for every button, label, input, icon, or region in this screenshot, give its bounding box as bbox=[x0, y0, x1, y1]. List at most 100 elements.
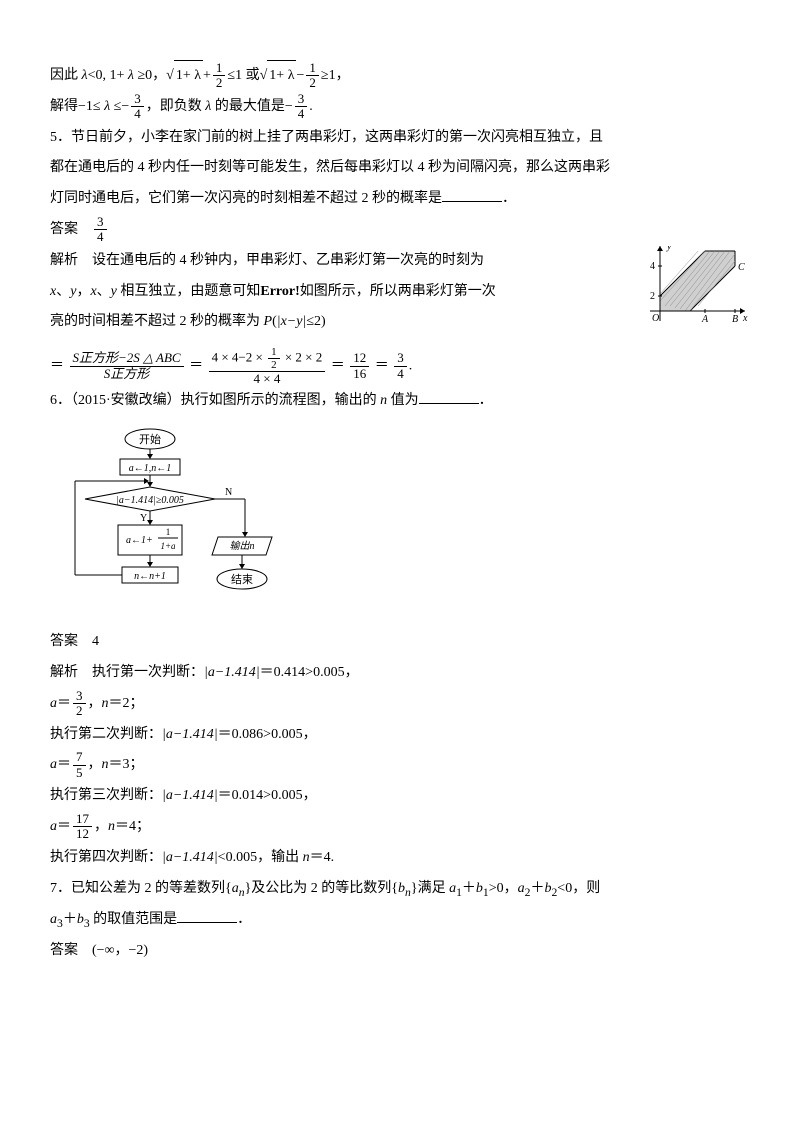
var-p: P bbox=[264, 314, 273, 329]
eq: ＝ bbox=[50, 358, 64, 373]
var-a: a bbox=[50, 819, 57, 834]
p4-line1: 因此 λ<0, 1+ λ ≥0，1+ λ+12≤1 或1+ λ−12≥1， bbox=[50, 60, 750, 92]
text: ＝4； bbox=[115, 819, 150, 834]
start-label: 开始 bbox=[139, 432, 161, 446]
p6-q: 6．（2015·安徽改编）执行如图所示的流程图，输出的 n 值为． bbox=[50, 386, 750, 417]
sqrt-sign bbox=[166, 68, 174, 83]
den: 2 bbox=[213, 76, 226, 90]
text: × 2 × 2 bbox=[282, 349, 323, 364]
sqrt-arg: 1+ λ bbox=[267, 60, 296, 92]
yes-label: Y bbox=[140, 513, 147, 524]
den: 2 bbox=[306, 76, 319, 90]
inc-label: n←n+1 bbox=[134, 571, 166, 582]
text: 的最大值是− bbox=[211, 99, 292, 114]
p6-exp2: 执行第二次判断：a−1.414＝0.086>0.005， bbox=[50, 720, 750, 751]
text: 执行第三次判断： bbox=[50, 788, 162, 803]
text: ． bbox=[502, 191, 516, 206]
den: 5 bbox=[73, 766, 86, 780]
var-b: b bbox=[476, 881, 483, 896]
p5-answer: 答案 34 bbox=[50, 215, 750, 246]
p5-q2: 都在通电后的 4 秒内任一时刻等可能发生，然后每串彩灯以 4 秒为间隔闪亮，那么… bbox=[50, 153, 750, 184]
y-arrow bbox=[657, 246, 663, 251]
text: ， bbox=[88, 757, 102, 772]
text: ， bbox=[88, 696, 102, 711]
text: . bbox=[409, 358, 413, 373]
text: − bbox=[296, 68, 304, 83]
text: ＝0.086>0.005， bbox=[218, 727, 317, 742]
frac-ans: 34 bbox=[94, 215, 107, 245]
text: 亮的时间相差不超过 2 秒的概率为 bbox=[50, 314, 264, 329]
text: 灯同时通电后，它们第一次闪亮的时刻相差不超过 2 秒的概率是 bbox=[50, 191, 442, 206]
text: ≤2) bbox=[306, 314, 325, 329]
abs: a−1.414 bbox=[204, 665, 260, 680]
p5-calc: ＝ S正方形−2S △ ABCS正方形 ＝ 4 × 4−2 × 12 × 2 ×… bbox=[50, 346, 750, 386]
text: 执行第二次判断： bbox=[50, 727, 162, 742]
p6-answer: 答案 4 bbox=[50, 627, 750, 658]
flowchart-svg: 开始 a←1,n←1 |a−1.414|≥0.005 Y N a←1+ 1 1+… bbox=[50, 427, 290, 617]
text: <0.005，输出 bbox=[218, 850, 303, 865]
num: 17 bbox=[73, 812, 92, 827]
frac-34: 34 bbox=[131, 92, 144, 122]
var-n: n bbox=[108, 819, 115, 834]
p7-q2: a3＋b3 的取值范围是． bbox=[50, 905, 750, 936]
text: ≥1， bbox=[321, 68, 350, 83]
eq: ＝ bbox=[331, 358, 345, 373]
text: 如图所示，所以两串彩灯第一次 bbox=[300, 284, 496, 299]
plus: ＋ bbox=[530, 881, 544, 896]
text: 4 × 4−2 × bbox=[212, 349, 267, 364]
plus: ＋ bbox=[462, 881, 476, 896]
var-n: n bbox=[102, 696, 109, 711]
num: 3 bbox=[73, 689, 86, 704]
text: ， bbox=[94, 819, 108, 834]
blank bbox=[419, 389, 479, 404]
text: ，即负数 bbox=[146, 99, 206, 114]
abs: a−1.414 bbox=[162, 727, 218, 742]
var-n: n bbox=[303, 850, 310, 865]
text: . bbox=[309, 99, 313, 114]
frac-area: S正方形−2S △ ABCS正方形 bbox=[70, 351, 184, 381]
den: 4 bbox=[295, 107, 308, 121]
eq: ＝ bbox=[57, 757, 71, 772]
eq: ＝ bbox=[375, 358, 389, 373]
p6-exp3: 执行第三次判断：a−1.414＝0.014>0.005， bbox=[50, 781, 750, 812]
abs-xy: x−y bbox=[277, 314, 307, 329]
p6-exp1: 解析 执行第一次判断：a−1.414＝0.414>0.005， bbox=[50, 658, 750, 689]
p5-q1: 5．节日前夕，小李在家门前的树上挂了两串彩灯，这两串彩灯的第一次闪亮相互独立，且 bbox=[50, 123, 750, 154]
no-label: N bbox=[225, 487, 232, 498]
den: S正方形 bbox=[70, 367, 184, 381]
geometry-graph: y x 4 2 O A B C bbox=[640, 246, 750, 346]
eq: ＝ bbox=[189, 358, 203, 373]
origin: O bbox=[652, 313, 659, 324]
frac-1216: 1216 bbox=[350, 351, 369, 381]
cond-label: |a−1.414|≥0.005 bbox=[116, 495, 184, 506]
text: 值为 bbox=[387, 393, 419, 408]
num: 3 bbox=[295, 92, 308, 107]
text: ， bbox=[76, 284, 90, 299]
den: 4 bbox=[394, 367, 407, 381]
text: }及公比为 2 的等比数列{ bbox=[245, 881, 398, 896]
p6-a75: a＝75，n＝3； bbox=[50, 750, 750, 781]
sqrt-sign bbox=[260, 68, 268, 83]
den: 2 bbox=[73, 704, 86, 718]
frac-compute: 4 × 4−2 × 12 × 2 × 2 4 × 4 bbox=[209, 346, 326, 386]
text: ≤− bbox=[110, 99, 129, 114]
tick-4y: 4 bbox=[650, 261, 655, 272]
text: }满足 bbox=[411, 881, 449, 896]
var-a: a bbox=[50, 757, 57, 772]
step-num: 1 bbox=[166, 527, 171, 537]
var-b: b bbox=[77, 912, 84, 927]
frac-34: 34 bbox=[295, 92, 308, 122]
frac-half: 12 bbox=[213, 61, 226, 91]
text: ＝2； bbox=[109, 696, 144, 711]
den: 2 bbox=[268, 359, 280, 371]
flowchart: 开始 a←1,n←1 |a−1.414|≥0.005 Y N a←1+ 1 1+… bbox=[50, 427, 750, 617]
den: 4 bbox=[131, 107, 144, 121]
frac-32: 32 bbox=[73, 689, 86, 719]
num: 1 bbox=[213, 61, 226, 76]
init-label: a←1,n←1 bbox=[129, 463, 172, 474]
sqrt-arg: 1+ λ bbox=[174, 60, 203, 92]
out-label: 输出n bbox=[230, 540, 255, 552]
p6-a32: a＝32，n＝2； bbox=[50, 689, 750, 720]
den: 4 bbox=[94, 230, 107, 244]
step-label: a←1+ bbox=[126, 535, 153, 546]
